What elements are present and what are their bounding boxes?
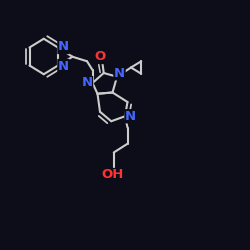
- Text: N: N: [82, 76, 92, 90]
- Text: N: N: [58, 40, 69, 54]
- Text: N: N: [125, 110, 136, 123]
- Text: OH: OH: [101, 168, 124, 181]
- Text: O: O: [94, 50, 106, 64]
- Text: N: N: [114, 67, 125, 80]
- Text: N: N: [58, 60, 69, 72]
